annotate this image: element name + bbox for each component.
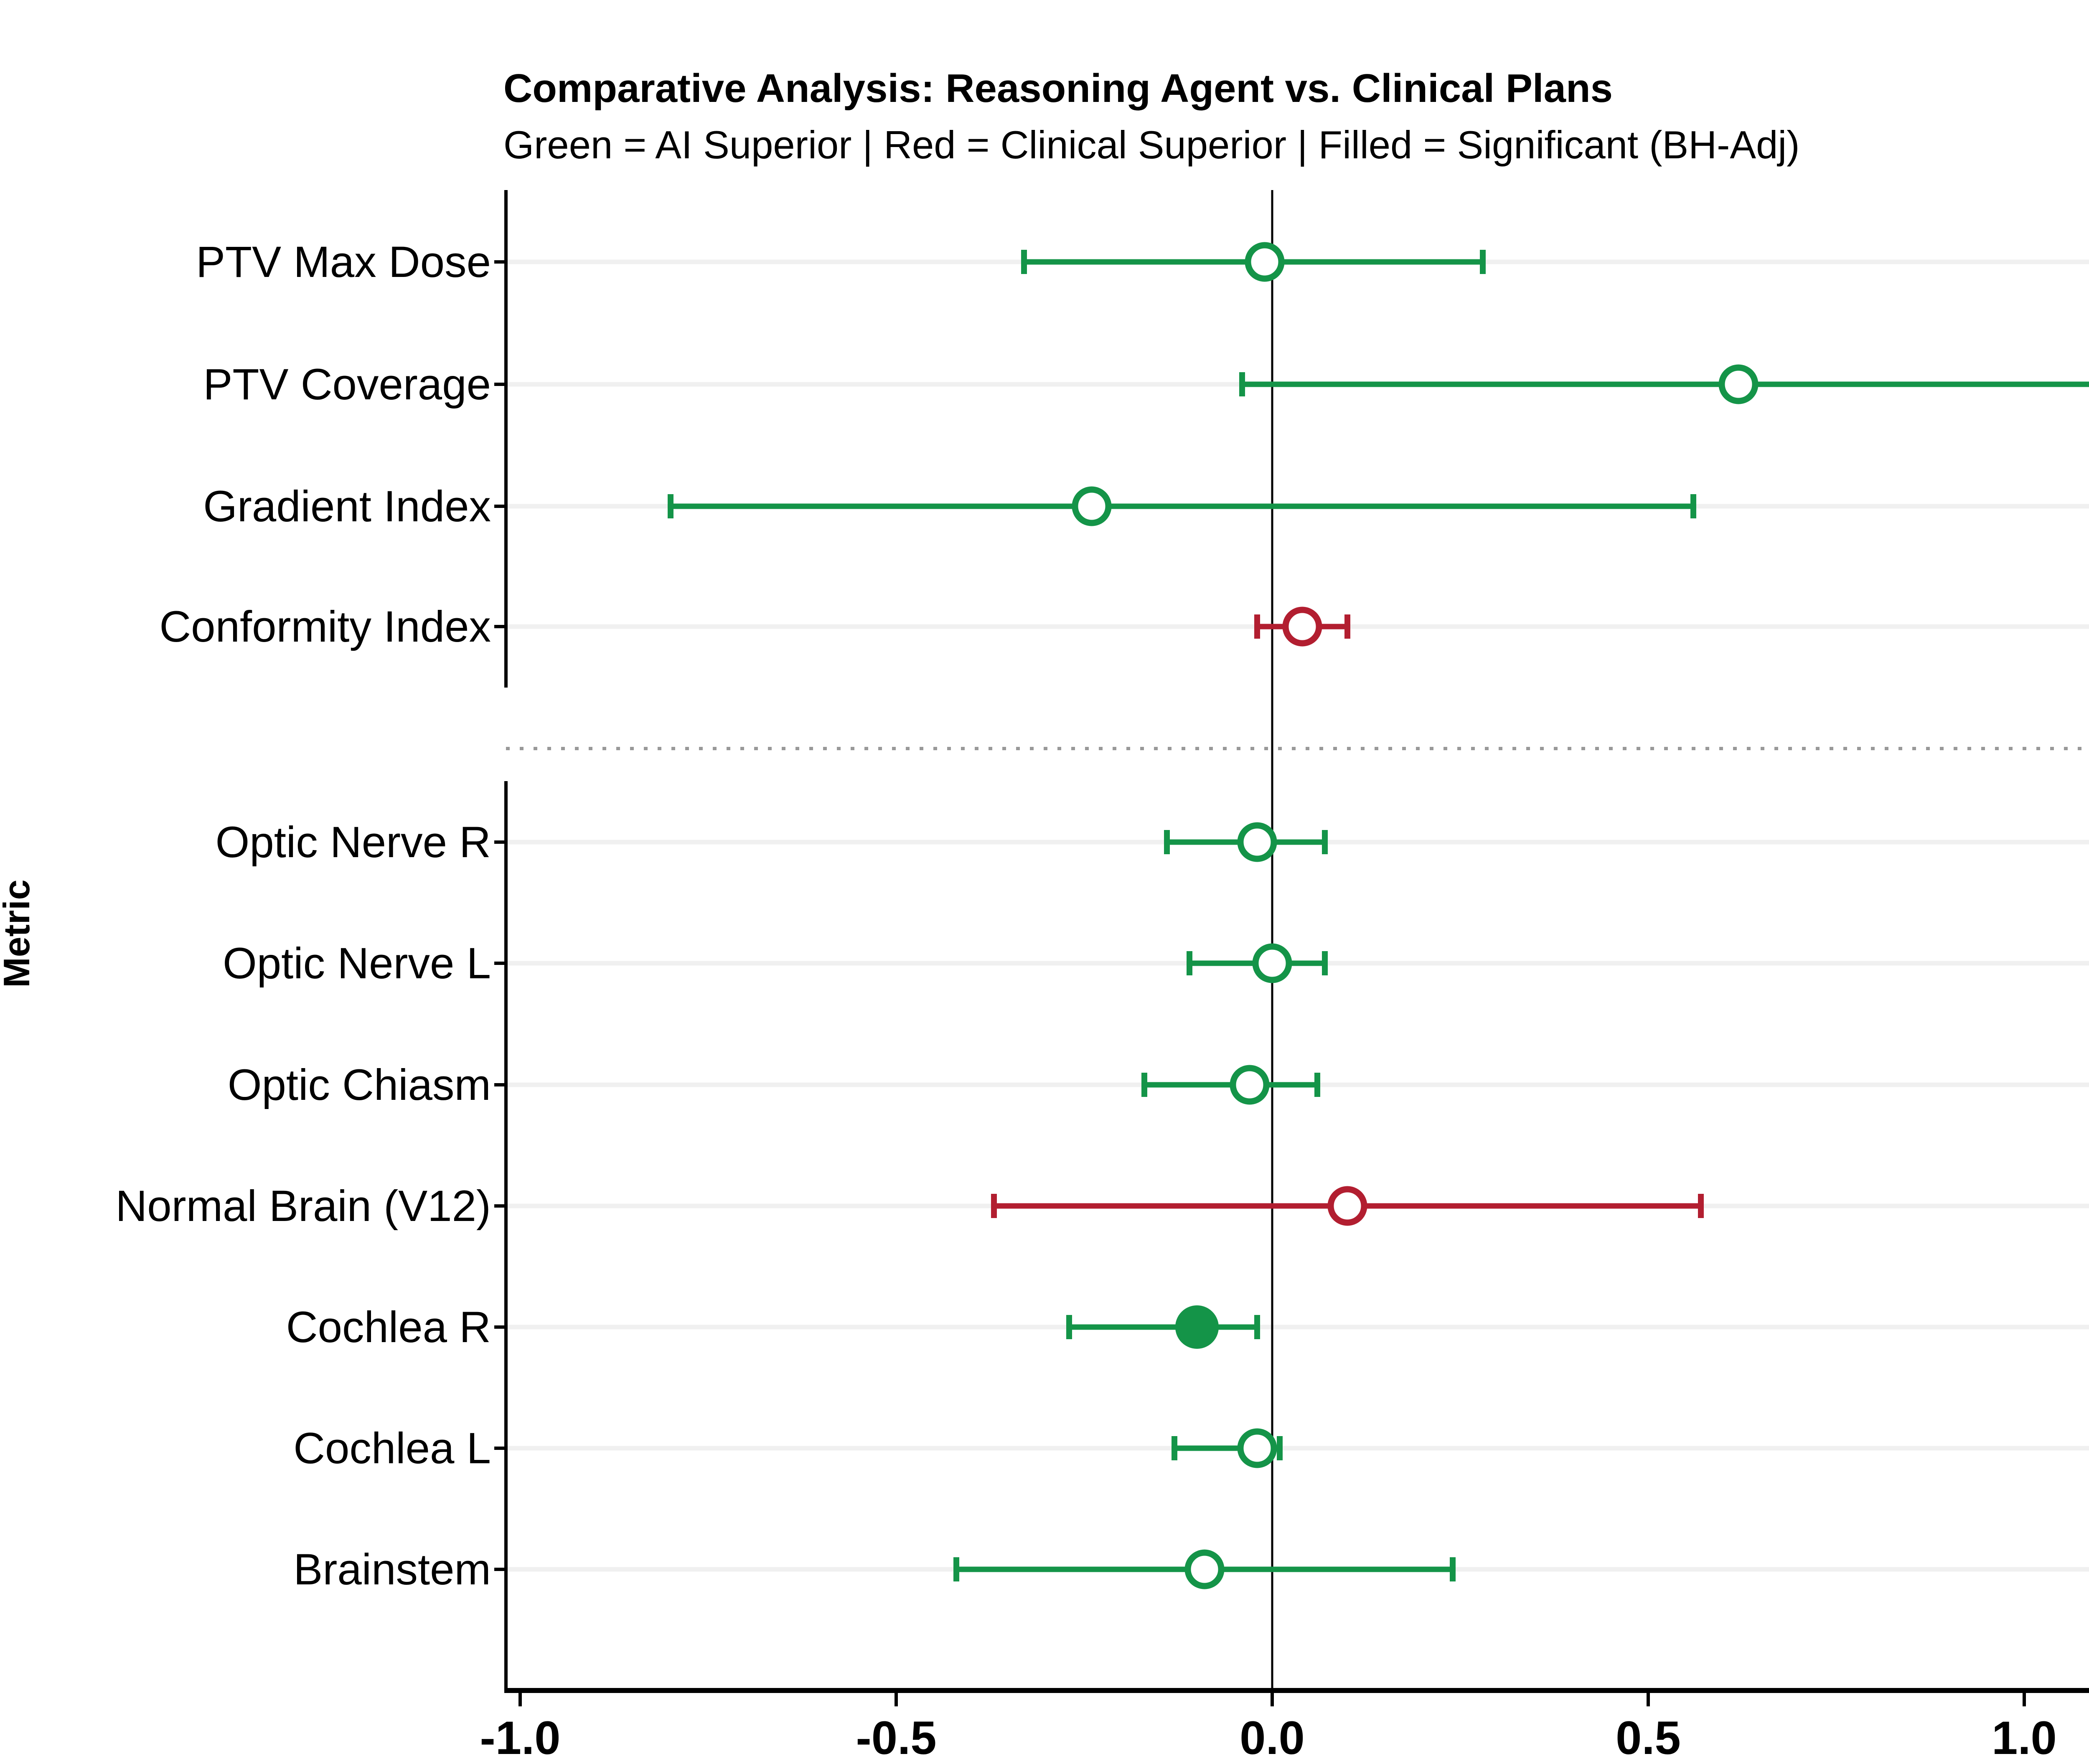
estimate-marker-open <box>1718 364 1759 404</box>
estimate-marker-open <box>1230 1065 1270 1105</box>
estimate-marker-open <box>1282 607 1322 647</box>
x-axis-line <box>504 1688 2089 1693</box>
chart-title: Comparative Analysis: Reasoning Agent vs… <box>503 66 1613 111</box>
estimate-marker-open <box>1184 1549 1225 1589</box>
x-tick-label: -1.0 <box>480 1712 561 1764</box>
estimate-marker-open <box>1327 1186 1367 1226</box>
metric-label: PTV Coverage <box>203 360 491 409</box>
y-axis-title: Metric <box>0 879 37 988</box>
metric-label: Optic Chiasm <box>227 1061 491 1109</box>
estimate-marker-open <box>1252 943 1292 983</box>
metric-label: Brainstem <box>293 1545 491 1594</box>
metric-label: Gradient Index <box>203 482 491 531</box>
estimate-marker-open <box>1245 242 1285 282</box>
x-tick-label: -0.5 <box>856 1712 937 1764</box>
x-tick-label: 0.5 <box>1616 1712 1681 1764</box>
chart-subtitle: Green = AI Superior | Red = Clinical Sup… <box>503 123 1800 167</box>
x-tick-label: 1.0 <box>1992 1712 2057 1764</box>
panel-left-spine <box>504 190 508 688</box>
panel-left-spine <box>504 781 508 1690</box>
estimate-marker-filled <box>1175 1305 1219 1349</box>
metric-label: Optic Nerve L <box>223 939 491 988</box>
x-tick-label: 0.0 <box>1240 1712 1305 1764</box>
estimate-marker-open <box>1237 822 1277 862</box>
metric-label: Cochlea R <box>286 1303 491 1352</box>
metric-label: Cochlea L <box>293 1424 491 1473</box>
metric-label: Conformity Index <box>159 602 491 651</box>
metric-label: Normal Brain (V12) <box>115 1182 491 1231</box>
metric-label: Optic Nerve R <box>215 818 491 867</box>
estimate-marker-open <box>1237 1428 1277 1468</box>
metric-label: PTV Max Dose <box>196 238 491 287</box>
estimate-marker-open <box>1072 486 1112 526</box>
